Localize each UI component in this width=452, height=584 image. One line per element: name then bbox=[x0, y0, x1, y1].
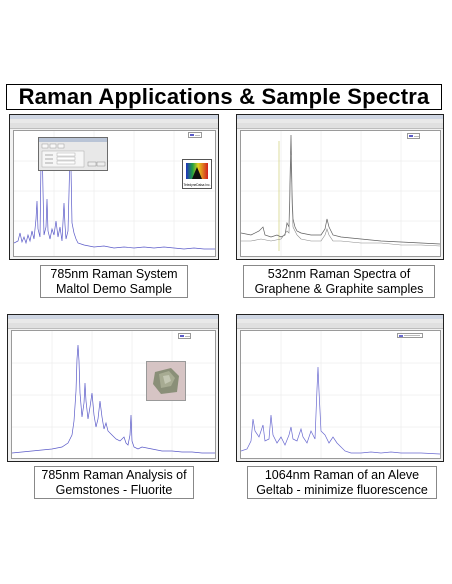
legend bbox=[407, 133, 420, 139]
legend-swatch bbox=[409, 135, 413, 137]
caption-532-graphene: 532nm Raman Spectra of Graphene & Graphi… bbox=[243, 265, 435, 298]
spectrum-plot bbox=[240, 130, 441, 257]
caption-line: Gemstones - Fluorite bbox=[55, 483, 173, 497]
window-titlebar bbox=[237, 115, 443, 119]
window-toolbar bbox=[237, 123, 443, 129]
legend-label-line bbox=[185, 335, 190, 337]
legend-swatch bbox=[180, 335, 184, 337]
caption-line: 1064nm Raman of an Aleve bbox=[264, 468, 420, 482]
caption-line: 785nm Raman System bbox=[50, 267, 178, 281]
window-titlebar bbox=[237, 315, 443, 319]
spectrum-plot bbox=[240, 330, 441, 459]
fluorite-sample-photo bbox=[146, 361, 186, 401]
legend-label-line bbox=[414, 135, 419, 137]
settings-dialog[interactable] bbox=[38, 137, 108, 171]
caption-line: Graphene & Graphite samples bbox=[254, 282, 424, 296]
window-titlebar bbox=[10, 115, 218, 119]
spectrum-trace bbox=[12, 344, 215, 454]
spectrum-trace-graphene bbox=[241, 134, 440, 245]
spectrum-trace-graphite bbox=[241, 154, 440, 247]
dialog-controls bbox=[41, 143, 106, 168]
spectrum-window-532-graphene bbox=[236, 114, 444, 260]
fluorite-crystal-image bbox=[147, 362, 185, 400]
spectrum-window-785-fluorite bbox=[7, 314, 219, 462]
legend-label-line bbox=[195, 134, 200, 136]
window-titlebar bbox=[8, 315, 218, 319]
caption-785-maltol: 785nm Raman System Maltol Demo Sample bbox=[40, 265, 188, 298]
spectrum-trace bbox=[14, 138, 215, 250]
legend-swatch bbox=[399, 334, 403, 337]
spectrum-trace bbox=[241, 366, 440, 455]
legend-label-line bbox=[404, 335, 420, 336]
caption-line: 532nm Raman Spectra of bbox=[267, 267, 411, 281]
caption-line: 785nm Raman Analysis of bbox=[41, 468, 187, 482]
spectrum-chart bbox=[241, 131, 440, 256]
spectrum-chart bbox=[12, 331, 215, 458]
window-toolbar bbox=[8, 323, 218, 329]
logo-label: TeledyneDalsa Inc. bbox=[183, 183, 211, 187]
caption-line: Maltol Demo Sample bbox=[55, 282, 172, 296]
rainbow-logo-icon bbox=[186, 163, 208, 179]
legend bbox=[397, 333, 423, 338]
company-logo: TeledyneDalsa Inc. bbox=[182, 159, 212, 189]
dialog-titlebar bbox=[39, 138, 107, 142]
legend bbox=[188, 132, 202, 138]
page-title-box: Raman Applications & Sample Spectra bbox=[6, 84, 442, 110]
spectrum-window-1064-aleve bbox=[236, 314, 444, 462]
caption-785-fluorite: 785nm Raman Analysis of Gemstones - Fluo… bbox=[34, 466, 194, 499]
window-toolbar bbox=[237, 323, 443, 329]
legend bbox=[178, 333, 191, 339]
window-toolbar bbox=[10, 123, 218, 129]
spectrum-window-785-maltol: TeledyneDalsa Inc. bbox=[9, 114, 219, 260]
caption-1064-aleve: 1064nm Raman of an Aleve Geltab - minimi… bbox=[247, 466, 437, 499]
page-title: Raman Applications & Sample Spectra bbox=[18, 84, 430, 109]
caption-line: Geltab - minimize fluorescence bbox=[256, 483, 428, 497]
legend-swatch bbox=[190, 134, 194, 136]
spectrum-chart bbox=[241, 331, 440, 458]
